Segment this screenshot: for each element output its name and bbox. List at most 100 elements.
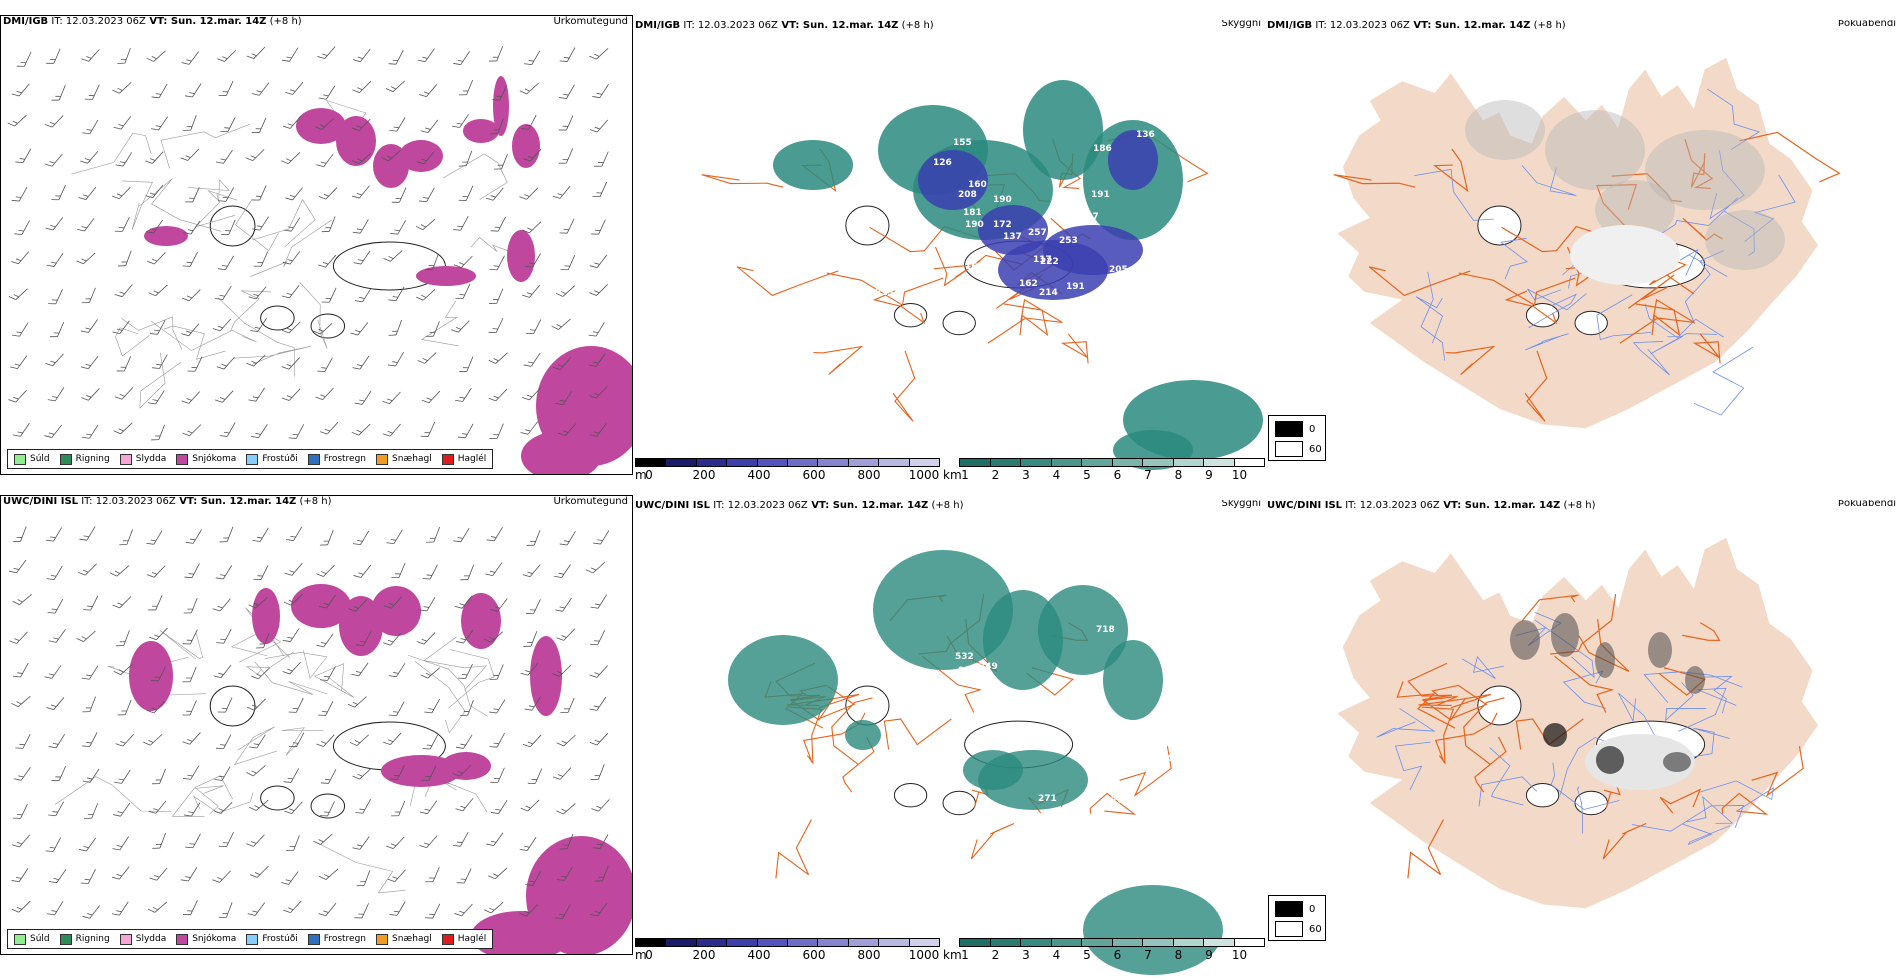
wind-barb [455, 387, 472, 402]
wind-barb [351, 662, 369, 677]
wind-barb [560, 255, 576, 271]
wind-barb [81, 665, 99, 680]
wind-barb [455, 734, 473, 749]
visibility-area [1043, 225, 1143, 275]
wind-barb [585, 561, 606, 574]
wind-barb [221, 219, 236, 235]
wind-barb [281, 284, 300, 299]
wind-barb [454, 595, 473, 609]
wind-barb [381, 149, 401, 162]
visibility-panel: DMI/IGB IT: 12.03.2023 06Z VT: Sun. 12.m… [633, 20, 1265, 500]
glacier-outline [311, 314, 345, 338]
legend-item: Súld [14, 453, 50, 465]
wind-barb [109, 565, 130, 577]
glacier-outline [210, 686, 255, 726]
wind-barb [416, 151, 435, 165]
wind-barb [249, 865, 269, 878]
wind-barb [351, 423, 371, 436]
scale-tick: 200 [692, 468, 716, 482]
wind-barb [318, 254, 337, 268]
wind-barb [457, 663, 473, 679]
it-value: 12.03.2023 06Z [727, 500, 808, 511]
wind-barb [525, 871, 542, 886]
wind-barb [589, 423, 607, 437]
visibility-value: 901 [958, 666, 977, 676]
wind-barb [490, 118, 504, 135]
scale-tick: 800 [857, 948, 881, 962]
it-value: 12.03.2023 06Z [1329, 20, 1410, 31]
wind-barb [281, 152, 301, 165]
legend-item: Frostregn [307, 453, 366, 465]
wind-barb [215, 285, 232, 300]
scale-tick: 2 [991, 948, 1000, 962]
scale-tick: 9 [1205, 468, 1213, 482]
wind-barb [212, 598, 231, 612]
wind-barb [182, 251, 198, 267]
wind-barb [44, 153, 63, 167]
wind-barb [459, 356, 474, 372]
wind-barb [49, 869, 67, 884]
wind-barb [559, 47, 576, 62]
legend-label: Súld [30, 454, 50, 464]
wind-barb [455, 283, 471, 299]
wind-barb [351, 185, 370, 199]
visibility-value: 181 [963, 208, 982, 218]
wind-barb [83, 595, 99, 611]
wind-barb [181, 391, 201, 404]
wind-barb [525, 599, 541, 615]
wind-barb [82, 905, 100, 919]
wind-barb [76, 252, 96, 265]
wind-barb [246, 46, 266, 59]
wind-barb [253, 565, 269, 581]
wind-barb [457, 423, 474, 439]
wind-barb [489, 255, 505, 271]
wind-barb [453, 51, 470, 66]
vt-value: Sun. 12.mar. 14Z [1434, 20, 1531, 31]
wind-barb [488, 388, 508, 402]
it-value: 12.03.2023 06Z [697, 20, 778, 31]
wind-barb [216, 356, 235, 370]
wind-barb [182, 666, 197, 683]
wind-barb [48, 289, 63, 305]
wind-barb [248, 597, 268, 609]
visibility-value: 749 [979, 662, 998, 672]
fog-key: 0 60 [1268, 415, 1326, 461]
wind-barb [352, 355, 370, 370]
wind-barb [183, 597, 198, 614]
wind-barb [82, 768, 100, 783]
wind-barb [524, 50, 541, 66]
wind-barb [111, 866, 130, 880]
visibility-value: 155 [953, 138, 972, 148]
fog-area [1551, 613, 1579, 657]
wind-barb [352, 767, 372, 780]
wind-barb [354, 288, 372, 303]
wind-barb [247, 698, 266, 711]
wind-barb [389, 117, 406, 132]
legend-item: Rigning [59, 933, 110, 945]
wind-barb [460, 564, 475, 581]
wind-barb [146, 700, 166, 714]
model: UWC/DINI ISL [3, 496, 79, 507]
wind-barb [314, 118, 334, 130]
visibility-value: 231 [1162, 277, 1181, 287]
wind-barb [248, 286, 267, 300]
wind-barb [145, 219, 163, 234]
fog-area [1465, 100, 1545, 160]
snow-area [291, 584, 351, 628]
wind-barb [46, 565, 63, 581]
wind-barb [119, 529, 133, 546]
wind-barb [147, 901, 168, 913]
wind-barb [288, 732, 305, 748]
wind-barb [520, 799, 540, 812]
panel-header: UWC/DINI ISL IT: 12.03.2023 06Z VT: Sun.… [3, 496, 332, 508]
scale-tick: 3 [1022, 468, 1030, 482]
wind-barb [486, 527, 503, 542]
wind-barb [13, 766, 31, 781]
wind-barb [11, 834, 31, 848]
fog-key: 0 60 [1268, 895, 1326, 941]
wind-barb [148, 284, 168, 297]
snow-area [336, 116, 376, 166]
wind-barb [488, 352, 508, 364]
legend-label: Haglél [457, 934, 487, 944]
legend-swatch [119, 933, 132, 945]
